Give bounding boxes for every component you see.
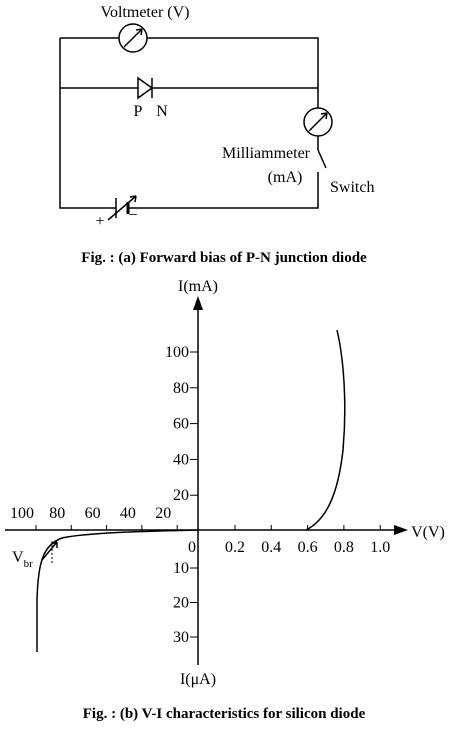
label: Voltmeter (V) <box>100 4 189 21</box>
label: Milliammeter <box>222 145 311 162</box>
y-tick-label: 20 <box>173 595 189 612</box>
breakdown-arrow <box>41 541 58 561</box>
label: (mA) <box>268 169 303 186</box>
variable-arrow <box>107 195 137 221</box>
diode <box>137 76 154 100</box>
caption: Fig. : (b) V-I characteristics for silic… <box>83 706 366 722</box>
axis-label: V(V) <box>411 524 445 541</box>
reverse-curve <box>36 529 199 652</box>
y-tick-label: 60 <box>173 416 189 433</box>
x-tick-label: 0.8 <box>334 539 354 556</box>
y-tick-label: 100 <box>165 344 189 361</box>
x-tick-label: 80 <box>49 505 65 522</box>
x-tick-label: 0.6 <box>298 539 318 556</box>
forward-curve <box>305 329 346 531</box>
x-tick-label: 20 <box>155 505 171 522</box>
arrow <box>193 296 203 310</box>
breakdown-label: Vbr <box>12 549 33 570</box>
y-tick-label: 20 <box>173 487 189 504</box>
x-tick-label: 60 <box>85 505 101 522</box>
milliammeter <box>303 107 333 137</box>
x-tick-label: 1.0 <box>370 539 390 556</box>
meter-needle <box>308 112 328 132</box>
label: N <box>156 103 168 120</box>
x-tick-label: 0.2 <box>225 539 245 556</box>
label: + <box>95 213 104 230</box>
graph <box>5 296 408 665</box>
arrow <box>394 525 408 535</box>
x-tick-label: 0.4 <box>261 539 281 556</box>
label: Switch <box>330 179 374 196</box>
axis-label: I(mA) <box>178 278 218 295</box>
axis-label: I(μA) <box>180 671 216 688</box>
y-tick-label: 40 <box>173 451 189 468</box>
x-tick-label: 100 <box>10 505 34 522</box>
label: P <box>134 103 143 120</box>
voltmeter <box>118 23 148 53</box>
meter-needle <box>123 28 143 48</box>
label: − <box>128 207 137 224</box>
caption: Fig. : (a) Forward bias of P-N junction … <box>81 250 367 266</box>
y-tick-label: 30 <box>173 629 189 646</box>
v: V <box>12 549 24 566</box>
wires <box>59 37 327 209</box>
x-tick-label: 40 <box>120 505 136 522</box>
origin-label: 0 <box>188 539 196 556</box>
subscript: br <box>24 558 34 570</box>
y-tick-label: 80 <box>173 380 189 397</box>
y-tick-label: 10 <box>173 560 189 577</box>
circuit <box>59 23 333 221</box>
